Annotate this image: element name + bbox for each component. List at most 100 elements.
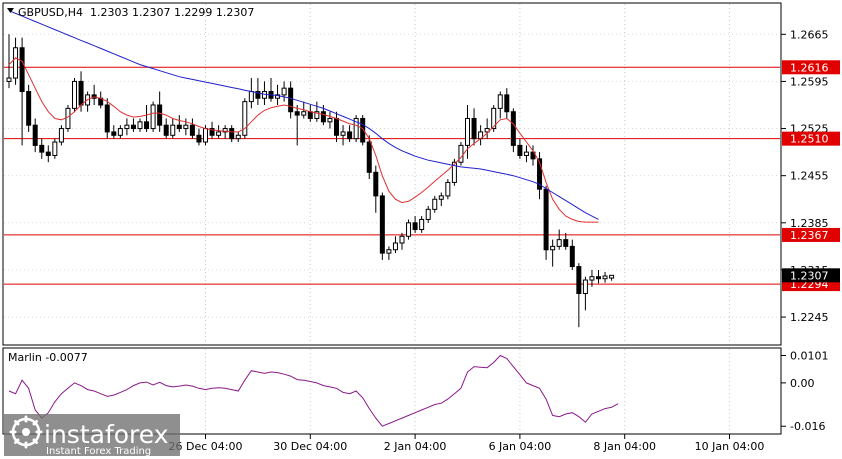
candle	[471, 108, 477, 146]
time-tick-label: 26 Dec 04:00	[169, 440, 243, 453]
candle	[530, 145, 536, 166]
candle	[543, 185, 549, 260]
current-price-label: 1.2307	[790, 269, 829, 282]
candle-body	[183, 124, 189, 130]
candle	[353, 115, 359, 143]
candle	[379, 192, 385, 260]
watermark: instaforex Instant Forex Trading	[4, 414, 180, 457]
candle-body	[373, 171, 379, 197]
candle-body	[504, 94, 510, 113]
candle-body	[563, 239, 569, 247]
candle	[150, 101, 156, 132]
candle	[111, 125, 117, 139]
candle-body	[19, 47, 25, 93]
candle-body	[130, 124, 136, 130]
candle	[373, 165, 379, 213]
candle-body	[163, 124, 169, 136]
candle	[602, 271, 608, 283]
candle	[465, 104, 470, 159]
candle-body	[471, 117, 477, 140]
candle-body	[596, 276, 601, 280]
candle-body	[281, 87, 287, 96]
candlesticks	[6, 34, 615, 328]
candle-body	[392, 242, 398, 251]
candle	[288, 81, 294, 119]
watermark-tagline: Instant Forex Trading	[46, 446, 151, 457]
candle	[563, 232, 569, 250]
candle-body	[445, 181, 451, 197]
candle	[235, 131, 241, 143]
level-tag-label: 1.2616	[790, 61, 829, 74]
candle-body	[255, 91, 261, 99]
candle-body	[235, 134, 241, 140]
candle-body	[556, 239, 562, 247]
time-tick-label: 10 Jan 04:00	[695, 440, 765, 453]
price-axis: 1.26651.25951.25251.24551.23851.23151.22…	[781, 28, 840, 324]
candle	[176, 115, 182, 132]
candle-body	[425, 208, 431, 220]
candle-body	[406, 222, 412, 237]
candle-body	[170, 124, 176, 136]
candle	[45, 145, 51, 163]
candle	[491, 104, 497, 132]
candle	[229, 125, 235, 143]
candle-body	[320, 111, 326, 123]
candle	[275, 84, 281, 105]
candle	[170, 118, 176, 139]
candle-body	[209, 128, 215, 136]
candle-body	[294, 111, 300, 116]
candle-body	[314, 111, 320, 119]
candle	[360, 115, 366, 146]
candle-body	[530, 151, 536, 160]
candle	[596, 269, 601, 284]
candle-body	[26, 91, 32, 126]
candle-body	[176, 124, 182, 130]
candle	[510, 108, 516, 153]
candle	[144, 104, 150, 132]
candle-body	[412, 222, 418, 231]
indicator-label: Marlin -0.0077	[8, 351, 88, 364]
candle-body	[117, 128, 123, 136]
candle	[32, 118, 38, 153]
candle	[576, 263, 582, 328]
candle-body	[242, 101, 248, 136]
candle-body	[150, 104, 156, 130]
candle	[484, 118, 490, 139]
candle	[65, 104, 71, 132]
indicator-tick-label: -0.016	[790, 420, 825, 433]
candle-body	[582, 279, 588, 295]
candle-body	[301, 111, 307, 116]
candle-body	[609, 274, 615, 279]
candle	[52, 138, 58, 159]
candle-body	[451, 161, 457, 183]
current-price-tag	[782, 268, 840, 283]
candle	[556, 229, 562, 250]
candle-body	[157, 104, 163, 126]
watermark-brand: instaforex	[44, 420, 169, 449]
candle-body	[248, 91, 254, 103]
candle	[412, 216, 418, 233]
time-tick-label: 30 Dec 04:00	[273, 440, 347, 453]
candle	[589, 269, 595, 287]
candle	[537, 152, 543, 200]
candle	[523, 145, 529, 163]
candle-body	[399, 235, 405, 244]
candle	[189, 118, 195, 139]
chart-dropdown-icon[interactable]	[7, 8, 14, 13]
candle-body	[222, 128, 228, 133]
candle-body	[347, 131, 353, 140]
candle-body	[203, 128, 208, 143]
candle	[163, 118, 169, 139]
candle	[609, 274, 615, 281]
candle-body	[196, 134, 202, 143]
candle	[425, 205, 431, 223]
candle-body	[602, 275, 608, 280]
time-tick-label: 2 Jan 04:00	[384, 440, 447, 453]
price-tick-label: 1.2595	[790, 75, 829, 88]
candle	[451, 158, 457, 186]
candle	[104, 98, 110, 139]
candle-body	[432, 198, 438, 210]
candle	[26, 84, 32, 132]
level-tag	[782, 60, 840, 75]
candle	[124, 118, 130, 136]
